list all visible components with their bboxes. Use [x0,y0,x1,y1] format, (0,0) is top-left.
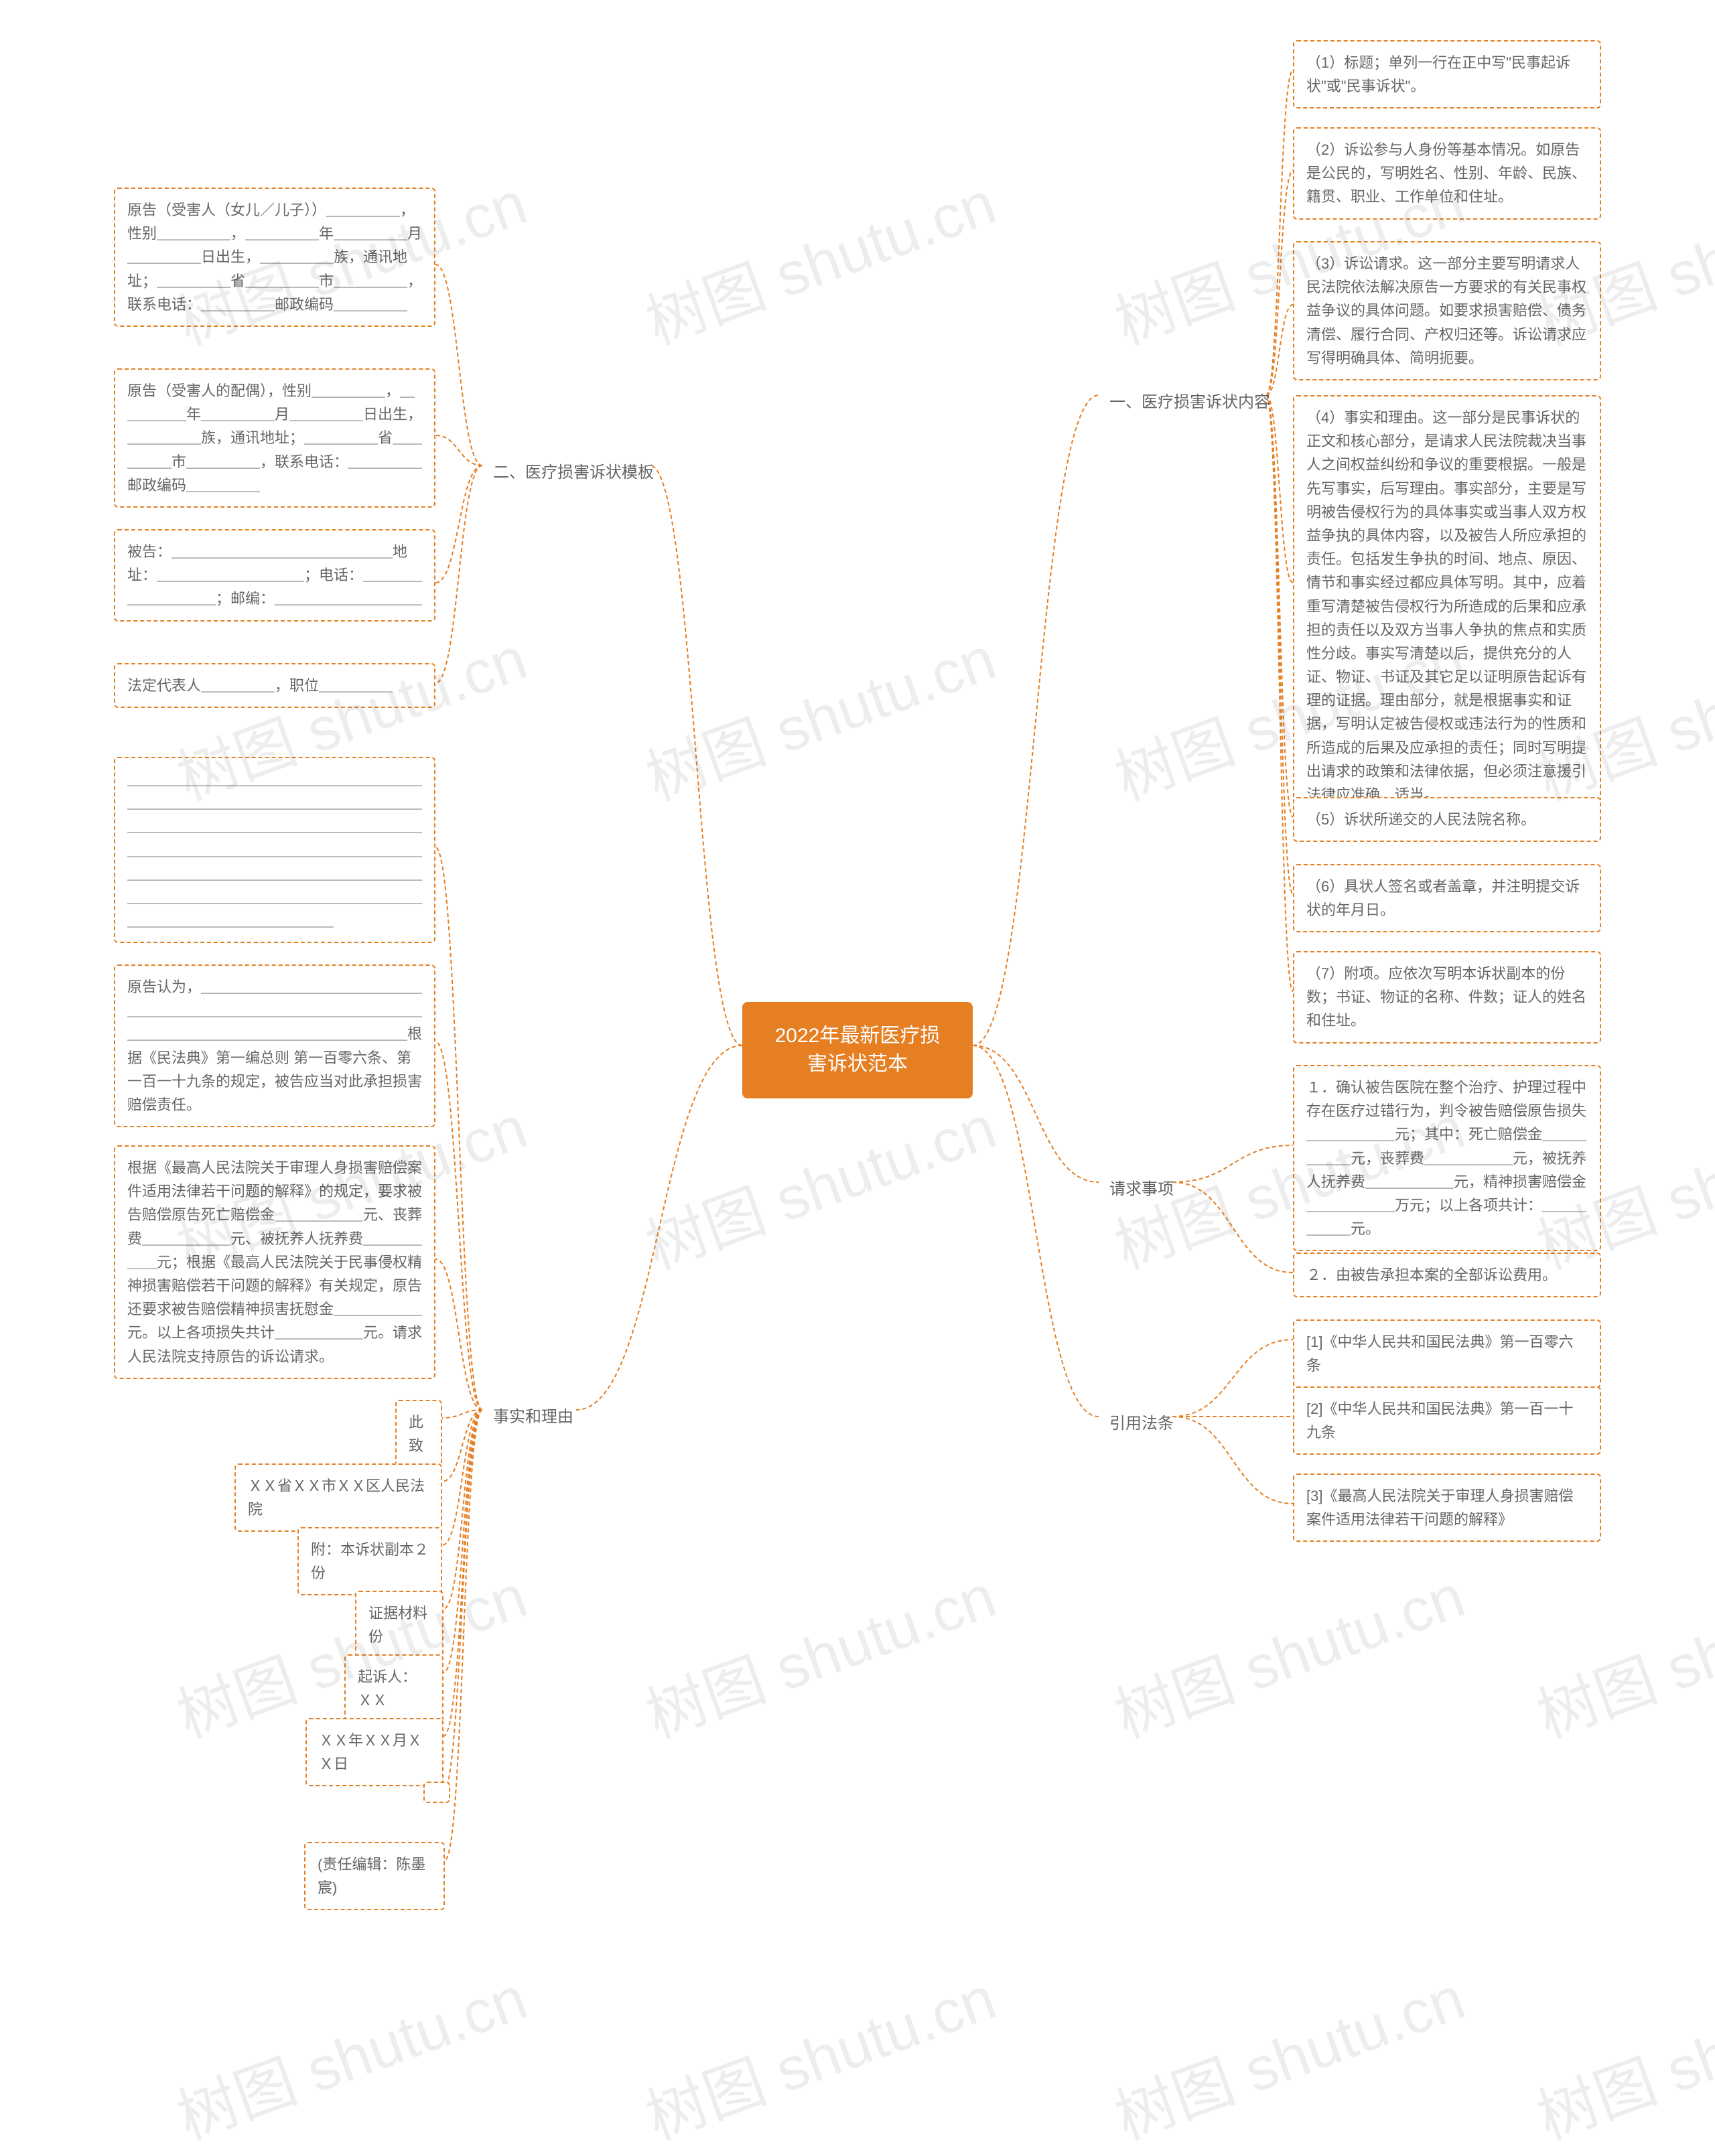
leaf-node[interactable]: （2）诉讼参与人身份等基本情况。如原告是公民的，写明姓名、性别、年龄、民族、籍贯… [1293,127,1601,220]
leaf-node[interactable]: ＿＿＿＿＿＿＿＿＿＿＿＿＿＿＿＿＿＿＿＿＿＿＿＿＿＿＿＿＿＿＿＿＿＿＿＿＿＿＿＿… [114,757,435,943]
leaf-node[interactable]: （3）诉讼请求。这一部分主要写明请求人民法院依法解决原告一方要求的有关民事权益争… [1293,241,1601,380]
watermark: 树图 shutu.cn [632,155,1006,362]
leaf-node[interactable]: 起诉人：ＸＸ [344,1654,443,1723]
watermark: 树图 shutu.cn [1101,1548,1474,1755]
leaf-node[interactable]: 原告认为，＿＿＿＿＿＿＿＿＿＿＿＿＿＿＿＿＿＿＿＿＿＿＿＿＿＿＿＿＿＿＿＿＿＿＿… [114,964,435,1127]
branch-label[interactable]: 二、医疗损害诉状模板 [482,452,665,489]
branch-label[interactable]: 引用法条 [1099,1403,1184,1440]
leaf-node[interactable]: 被告：＿＿＿＿＿＿＿＿＿＿＿＿＿＿＿地址：＿＿＿＿＿＿＿＿＿＿；电话：＿＿＿＿＿… [114,529,435,622]
leaf-node[interactable]: 附：本诉状副本２份 [297,1527,442,1595]
leaf-node[interactable]: [3]《最高人民法院关于审理人身损害赔偿案件适用法律若干问题的解释》 [1293,1474,1601,1542]
leaf-node[interactable]: ２．由被告承担本案的全部诉讼费用。 [1293,1252,1601,1297]
watermark: 树图 shutu.cn [1101,1950,1474,2156]
leaf-node[interactable]: 原告（受害人的配偶），性别＿＿＿＿＿，＿＿＿＿＿年＿＿＿＿＿月＿＿＿＿＿日出生，… [114,368,435,508]
leaf-node[interactable]: [1]《中华人民共和国民法典》第一百零六条 [1293,1319,1601,1388]
watermark: 树图 shutu.cn [163,1950,537,2156]
watermark: 树图 shutu.cn [632,610,1006,817]
watermark: 树图 shutu.cn [1523,1548,1715,1755]
leaf-node[interactable]: [2]《中华人民共和国民法典》第一百一十九条 [1293,1386,1601,1455]
leaf-node[interactable]: １．确认被告医院在整个治疗、护理过程中存在医疗过错行为，判令被告赔偿原告损失＿＿… [1293,1065,1601,1251]
branch-label[interactable]: 一、医疗损害诉状内容 [1099,382,1281,419]
watermark: 树图 shutu.cn [632,1950,1006,2156]
leaf-node[interactable]: 证据材料份 [355,1591,443,1659]
leaf-node[interactable]: （7）附项。应依次写明本诉状副本的份数；书证、物证的名称、件数；证人的姓名和住址… [1293,951,1601,1044]
leaf-node[interactable]: 法定代表人＿＿＿＿＿，职位＿＿＿＿＿ [114,663,435,708]
leaf-node[interactable]: （4）事实和理由。这一部分是民事诉状的正文和核心部分，是请求人民法院裁决当事人之… [1293,395,1601,817]
leaf-node[interactable]: 此致 [395,1400,442,1468]
root-node[interactable]: 2022年最新医疗损害诉状范本 [742,1002,973,1098]
leaf-node[interactable]: 根据《最高人民法院关于审理人身损害赔偿案件适用法律若干问题的解释》的规定，要求被… [114,1145,435,1379]
leaf-node[interactable]: (责任编辑：陈墨宸) [304,1842,445,1910]
watermark: 树图 shutu.cn [632,1548,1006,1755]
leaf-node[interactable]: 原告（受害人（女儿／儿子））＿＿＿＿＿，性别＿＿＿＿＿，＿＿＿＿＿年＿＿＿＿＿月… [114,188,435,327]
branch-label[interactable]: 请求事项 [1099,1169,1184,1206]
watermark: 树图 shutu.cn [632,1079,1006,1286]
watermark: 树图 shutu.cn [1523,1950,1715,2156]
leaf-node[interactable]: ＸＸ省ＸＸ市ＸＸ区人民法院 [234,1463,442,1532]
leaf-node[interactable]: ＸＸ年ＸＸ月ＸＸ日 [305,1718,443,1786]
leaf-node[interactable]: （5）诉状所递交的人民法院名称。 [1293,797,1601,842]
branch-label[interactable]: 事实和理由 [482,1396,584,1433]
leaf-node[interactable]: （1）标题；单列一行在正中写"民事起诉状"或"民事诉状"。 [1293,40,1601,109]
leaf-node[interactable] [423,1782,450,1803]
leaf-node[interactable]: （6）具状人签名或者盖章，并注明提交诉状的年月日。 [1293,864,1601,932]
